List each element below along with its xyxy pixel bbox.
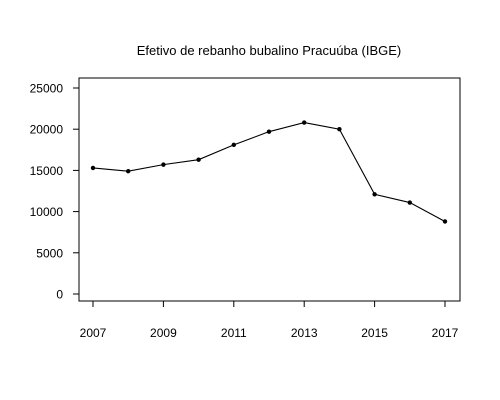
data-point-2017	[442, 219, 448, 224]
y-tick-label-15000: 15000	[30, 164, 64, 178]
x-tick-label-2009: 2009	[150, 326, 177, 340]
data-point-2014	[337, 127, 342, 132]
y-tick-label-25000: 25000	[30, 82, 64, 96]
x-tick-label-2007: 2007	[80, 326, 107, 340]
data-series	[90, 120, 448, 224]
data-point-2010	[196, 157, 201, 162]
y-tick-label-5000: 5000	[36, 246, 63, 260]
y-tick-label-10000: 10000	[30, 205, 64, 219]
data-point-2013	[302, 120, 307, 125]
data-point-2015	[372, 192, 377, 197]
series-line-0	[92, 122, 446, 222]
data-point-2016	[407, 200, 412, 205]
data-point-2012	[266, 129, 272, 134]
y-tick-label-0: 0	[56, 288, 63, 302]
y-tick-label-20000: 20000	[30, 123, 64, 137]
data-point-2009	[161, 162, 166, 167]
data-point-2008	[126, 169, 131, 174]
y-axis-ticks: 0 5000 10000 15000 20000 25000	[30, 82, 79, 302]
plot-area-border	[78, 77, 461, 302]
x-tick-label-2017: 2017	[432, 326, 459, 340]
data-point-2011	[231, 142, 236, 148]
x-tick-label-2013: 2013	[291, 326, 318, 340]
x-axis-ticks: 2007 2009 2011 2013 2015 2017	[80, 301, 459, 340]
data-point-2007	[90, 165, 96, 171]
x-tick-label-2011: 2011	[221, 326, 247, 340]
x-tick-label-2015: 2015	[361, 326, 388, 340]
chart-title: Efetivo de rebanho bubalino Pracuúba (IB…	[137, 43, 402, 58]
